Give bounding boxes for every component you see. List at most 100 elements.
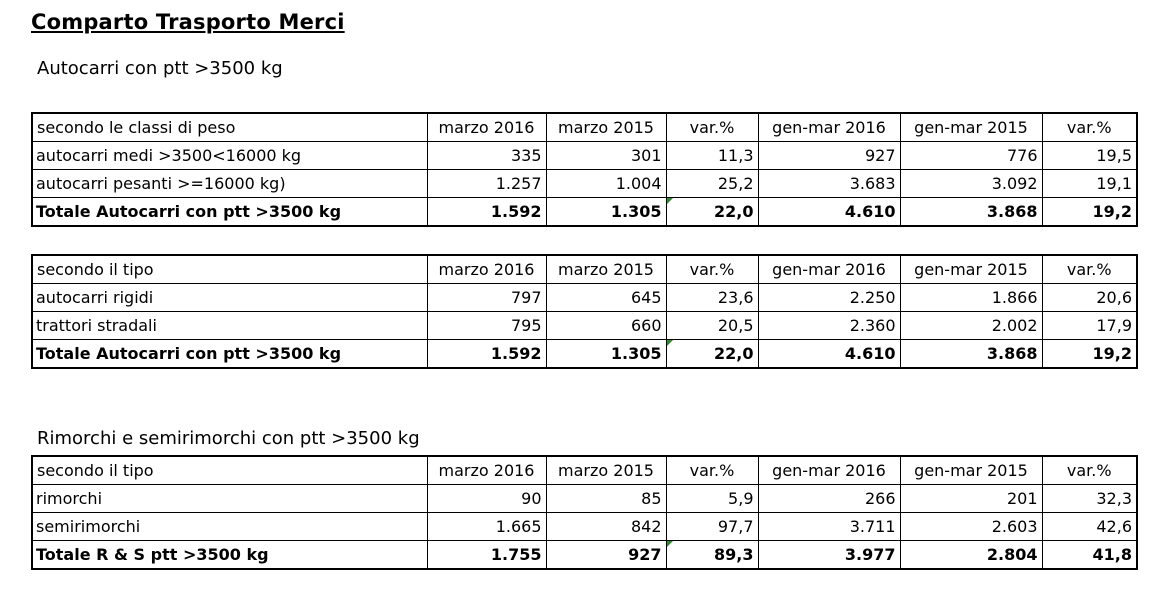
row-label: Totale Autocarri con ptt >3500 kg — [31, 339, 428, 369]
cell-value: 660 — [545, 311, 667, 340]
table-classi-peso: secondo le classi di peso marzo 2016 mar… — [31, 112, 1138, 227]
cell-value: 4.610 — [757, 339, 901, 369]
header-gen-mar-2016: gen-mar 2016 — [757, 455, 901, 485]
cell-value: 89,3 — [665, 540, 759, 570]
section-title-autocarri: Autocarri con ptt >3500 kg — [37, 58, 283, 79]
cell-value: 32,3 — [1041, 484, 1138, 513]
cell-value: 23,6 — [665, 283, 759, 312]
table-header-row: secondo il tipo marzo 2016 marzo 2015 va… — [31, 254, 1138, 284]
row-label: autocarri pesanti >=16000 kg) — [31, 169, 428, 198]
cell-value: 90 — [426, 484, 547, 513]
cell-value: 22,0 — [665, 197, 759, 227]
cell-value: 25,2 — [665, 169, 759, 198]
table-header-row: secondo le classi di peso marzo 2016 mar… — [31, 112, 1138, 142]
header-gen-mar-2015: gen-mar 2015 — [899, 112, 1043, 142]
cell-value: 2.360 — [757, 311, 901, 340]
cell-value: 85 — [545, 484, 667, 513]
cell-value: 1.257 — [426, 169, 547, 198]
cell-value: 17,9 — [1041, 311, 1138, 340]
header-gen-mar-2015: gen-mar 2015 — [899, 254, 1043, 284]
cell-value: 1.004 — [545, 169, 667, 198]
table-total-row: Totale R & S ptt >3500 kg 1.755 927 89,3… — [31, 540, 1138, 570]
cell-value: 3.711 — [757, 512, 901, 541]
header-label: secondo il tipo — [31, 254, 428, 284]
table-row: trattori stradali 795 660 20,5 2.360 2.0… — [31, 311, 1138, 340]
header-var-cum: var.% — [1041, 254, 1138, 284]
cell-value: 4.610 — [757, 197, 901, 227]
cell-value: 1.592 — [426, 339, 547, 369]
cell-value: 3.683 — [757, 169, 901, 198]
cell-value: 3.092 — [899, 169, 1043, 198]
cell-value: 19,2 — [1041, 339, 1138, 369]
row-label: autocarri medi >3500<16000 kg — [31, 141, 428, 170]
cell-value: 5,9 — [665, 484, 759, 513]
cell-value: 842 — [545, 512, 667, 541]
row-label: rimorchi — [31, 484, 428, 513]
cell-value: 19,5 — [1041, 141, 1138, 170]
cell-value: 1.592 — [426, 197, 547, 227]
header-var-cum: var.% — [1041, 455, 1138, 485]
cell-value: 19,2 — [1041, 197, 1138, 227]
cell-value: 795 — [426, 311, 547, 340]
cell-value: 201 — [899, 484, 1043, 513]
header-gen-mar-2016: gen-mar 2016 — [757, 254, 901, 284]
cell-value: 776 — [899, 141, 1043, 170]
table-header-row: secondo il tipo marzo 2016 marzo 2015 va… — [31, 455, 1138, 485]
cell-value: 2.603 — [899, 512, 1043, 541]
table-row: autocarri rigidi 797 645 23,6 2.250 1.86… — [31, 283, 1138, 312]
cell-value: 22,0 — [665, 339, 759, 369]
header-label: secondo il tipo — [31, 455, 428, 485]
cell-value: 19,1 — [1041, 169, 1138, 198]
cell-value: 3.868 — [899, 339, 1043, 369]
cell-value: 1.305 — [545, 339, 667, 369]
row-label: autocarri rigidi — [31, 283, 428, 312]
cell-value: 20,5 — [665, 311, 759, 340]
cell-value: 266 — [757, 484, 901, 513]
table-row: autocarri pesanti >=16000 kg) 1.257 1.00… — [31, 169, 1138, 198]
header-marzo-2015: marzo 2015 — [545, 112, 667, 142]
cell-value: 645 — [545, 283, 667, 312]
cell-value: 41,8 — [1041, 540, 1138, 570]
table-row: rimorchi 90 85 5,9 266 201 32,3 — [31, 484, 1138, 513]
header-var-cum: var.% — [1041, 112, 1138, 142]
header-var: var.% — [665, 455, 759, 485]
table-rimorchi: secondo il tipo marzo 2016 marzo 2015 va… — [31, 455, 1138, 570]
header-marzo-2016: marzo 2016 — [426, 455, 547, 485]
header-var: var.% — [665, 112, 759, 142]
cell-value: 1.665 — [426, 512, 547, 541]
row-label: semirimorchi — [31, 512, 428, 541]
header-var: var.% — [665, 254, 759, 284]
cell-value: 97,7 — [665, 512, 759, 541]
header-gen-mar-2016: gen-mar 2016 — [757, 112, 901, 142]
header-marzo-2015: marzo 2015 — [545, 254, 667, 284]
cell-value: 3.977 — [757, 540, 901, 570]
header-gen-mar-2015: gen-mar 2015 — [899, 455, 1043, 485]
cell-value: 2.804 — [899, 540, 1043, 570]
header-marzo-2015: marzo 2015 — [545, 455, 667, 485]
section-title-rimorchi: Rimorchi e semirimorchi con ptt >3500 kg — [37, 428, 420, 449]
cell-value: 20,6 — [1041, 283, 1138, 312]
cell-value: 1.866 — [899, 283, 1043, 312]
cell-value: 301 — [545, 141, 667, 170]
cell-value: 2.250 — [757, 283, 901, 312]
row-label: trattori stradali — [31, 311, 428, 340]
header-marzo-2016: marzo 2016 — [426, 254, 547, 284]
table-row: semirimorchi 1.665 842 97,7 3.711 2.603 … — [31, 512, 1138, 541]
cell-value: 927 — [545, 540, 667, 570]
cell-value: 2.002 — [899, 311, 1043, 340]
header-label: secondo le classi di peso — [31, 112, 428, 142]
cell-value: 42,6 — [1041, 512, 1138, 541]
table-tipo-autocarri: secondo il tipo marzo 2016 marzo 2015 va… — [31, 254, 1138, 369]
table-total-row: Totale Autocarri con ptt >3500 kg 1.592 … — [31, 197, 1138, 227]
table-row: autocarri medi >3500<16000 kg 335 301 11… — [31, 141, 1138, 170]
table-total-row: Totale Autocarri con ptt >3500 kg 1.592 … — [31, 339, 1138, 369]
row-label: Totale Autocarri con ptt >3500 kg — [31, 197, 428, 227]
cell-value: 3.868 — [899, 197, 1043, 227]
cell-value: 797 — [426, 283, 547, 312]
cell-value: 335 — [426, 141, 547, 170]
cell-value: 927 — [757, 141, 901, 170]
cell-value: 11,3 — [665, 141, 759, 170]
row-label: Totale R & S ptt >3500 kg — [31, 540, 428, 570]
page-title: Comparto Trasporto Merci — [31, 10, 345, 34]
cell-value: 1.305 — [545, 197, 667, 227]
